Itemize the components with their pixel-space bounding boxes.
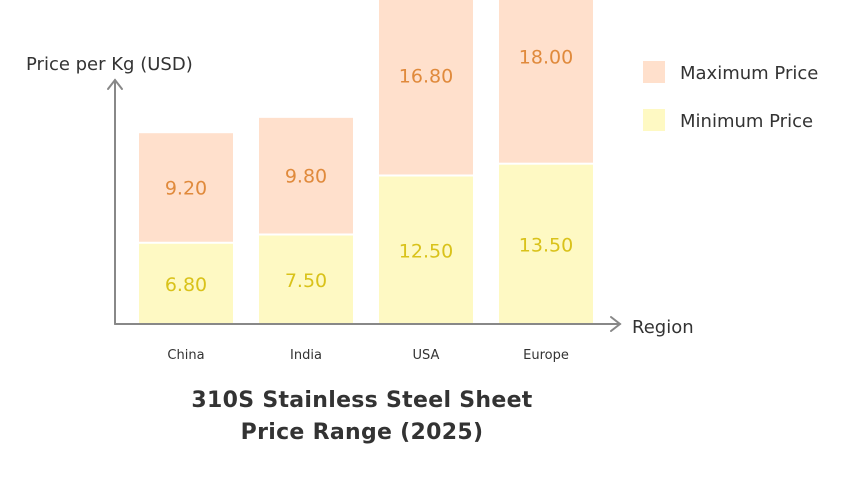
- x-tick-label-china: China: [167, 348, 204, 363]
- x-tick-labels: China India USA Europe: [167, 348, 568, 363]
- data-label-maximum-india: 9.80: [285, 166, 327, 188]
- data-label-minimum-europe: 13.50: [519, 234, 573, 256]
- legend-swatch-maximum-price: [643, 61, 665, 83]
- bar-maximum-china: [139, 133, 233, 242]
- data-label-minimum-usa: 12.50: [399, 240, 453, 262]
- bar-minimum-usa: [379, 176, 473, 324]
- chart-title-line-2: Price Range (2025): [240, 420, 484, 445]
- x-tick-label-india: India: [290, 348, 322, 363]
- data-label-maximum-europe: 18.00: [519, 47, 573, 69]
- data-label-minimum-india: 7.50: [285, 270, 327, 292]
- axes: Price per Kg (USD) Region: [26, 54, 694, 338]
- legend: Maximum Price Minimum Price: [643, 61, 818, 132]
- legend-label-maximum-price: Maximum Price: [680, 63, 818, 84]
- x-tick-label-europe: Europe: [523, 348, 569, 363]
- x-axis-label: Region: [632, 317, 694, 338]
- bar-maximum-europe: [499, 0, 593, 163]
- x-tick-label-usa: USA: [413, 348, 440, 363]
- data-label-maximum-china: 9.20: [165, 177, 207, 199]
- legend-swatch-minimum-price: [643, 109, 665, 131]
- bar-minimum-europe: [499, 164, 593, 324]
- bar-minimum-india: [259, 235, 353, 324]
- chart-title-line-1: 310S Stainless Steel Sheet: [191, 388, 533, 413]
- data-label-minimum-china: 6.80: [165, 274, 207, 296]
- bar-area: 6.80 9.20 7.50 9.80 12.50 16.80 13.50 18.00: [139, 0, 593, 324]
- legend-label-minimum-price: Minimum Price: [680, 111, 813, 132]
- y-axis-label: Price per Kg (USD): [26, 54, 193, 75]
- x-axis-arrow-icon: [610, 316, 622, 332]
- bar-maximum-india: [259, 117, 353, 234]
- bar-maximum-usa: [379, 0, 473, 175]
- y-axis-arrow-icon: [107, 78, 123, 90]
- data-label-maximum-usa: 16.80: [399, 65, 453, 87]
- bar-minimum-china: [139, 243, 233, 324]
